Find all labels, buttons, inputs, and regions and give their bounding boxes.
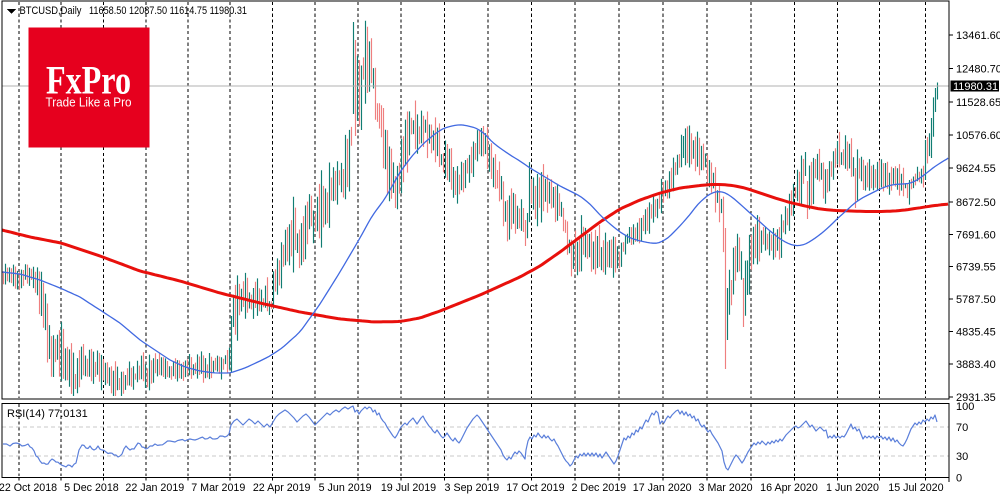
svg-text:11658.50 12087.50 11614.75 119: 11658.50 12087.50 11614.75 11980.31 xyxy=(89,5,247,17)
svg-text:12480.70: 12480.70 xyxy=(956,64,1000,76)
svg-text:4835.45: 4835.45 xyxy=(956,327,996,339)
svg-text:8672.50: 8672.50 xyxy=(956,197,996,209)
svg-text:30: 30 xyxy=(956,451,968,463)
svg-text:Trade Like a Pro: Trade Like a Pro xyxy=(46,96,132,110)
svg-text:17 Oct 2019: 17 Oct 2019 xyxy=(506,482,564,494)
svg-text:3 Mar 2020: 3 Mar 2020 xyxy=(699,482,753,494)
svg-text:16 Apr 2020: 16 Apr 2020 xyxy=(760,482,818,494)
svg-text:2931.35: 2931.35 xyxy=(956,392,996,404)
svg-text:22 Oct 2018: 22 Oct 2018 xyxy=(0,482,57,494)
svg-text:11528.65: 11528.65 xyxy=(956,97,1000,109)
svg-text:5 Jun 2019: 5 Jun 2019 xyxy=(319,482,372,494)
svg-text:19 Jul 2019: 19 Jul 2019 xyxy=(381,482,436,494)
svg-text:22 Jan 2019: 22 Jan 2019 xyxy=(125,482,184,494)
svg-text:100: 100 xyxy=(956,401,974,413)
svg-text:5 Dec 2018: 5 Dec 2018 xyxy=(64,482,119,494)
svg-text:13461.60: 13461.60 xyxy=(956,30,1000,42)
svg-text:RSI(14) 77.0131: RSI(14) 77.0131 xyxy=(7,408,88,420)
svg-text:7 Mar 2019: 7 Mar 2019 xyxy=(191,482,245,494)
svg-text:22 Apr 2019: 22 Apr 2019 xyxy=(253,482,311,494)
svg-text:BTCUSD,Daily: BTCUSD,Daily xyxy=(20,5,82,17)
svg-text:3 Sep 2019: 3 Sep 2019 xyxy=(445,482,500,494)
svg-text:11980.31: 11980.31 xyxy=(953,81,998,93)
svg-text:70: 70 xyxy=(956,422,968,434)
svg-text:17 Jan 2020: 17 Jan 2020 xyxy=(633,482,692,494)
svg-text:7691.60: 7691.60 xyxy=(956,230,996,242)
svg-text:2 Dec 2019: 2 Dec 2019 xyxy=(571,482,626,494)
svg-text:10576.60: 10576.60 xyxy=(956,130,1000,142)
svg-text:0: 0 xyxy=(956,473,962,485)
svg-text:5787.50: 5787.50 xyxy=(956,294,996,306)
svg-text:9624.55: 9624.55 xyxy=(956,163,996,175)
svg-text:15 Jul 2020: 15 Jul 2020 xyxy=(888,482,943,494)
svg-text:1 Jun 2020: 1 Jun 2020 xyxy=(826,482,879,494)
svg-text:6739.55: 6739.55 xyxy=(956,262,996,274)
svg-text:3883.40: 3883.40 xyxy=(956,359,996,371)
svg-text:FxPro: FxPro xyxy=(46,58,131,103)
